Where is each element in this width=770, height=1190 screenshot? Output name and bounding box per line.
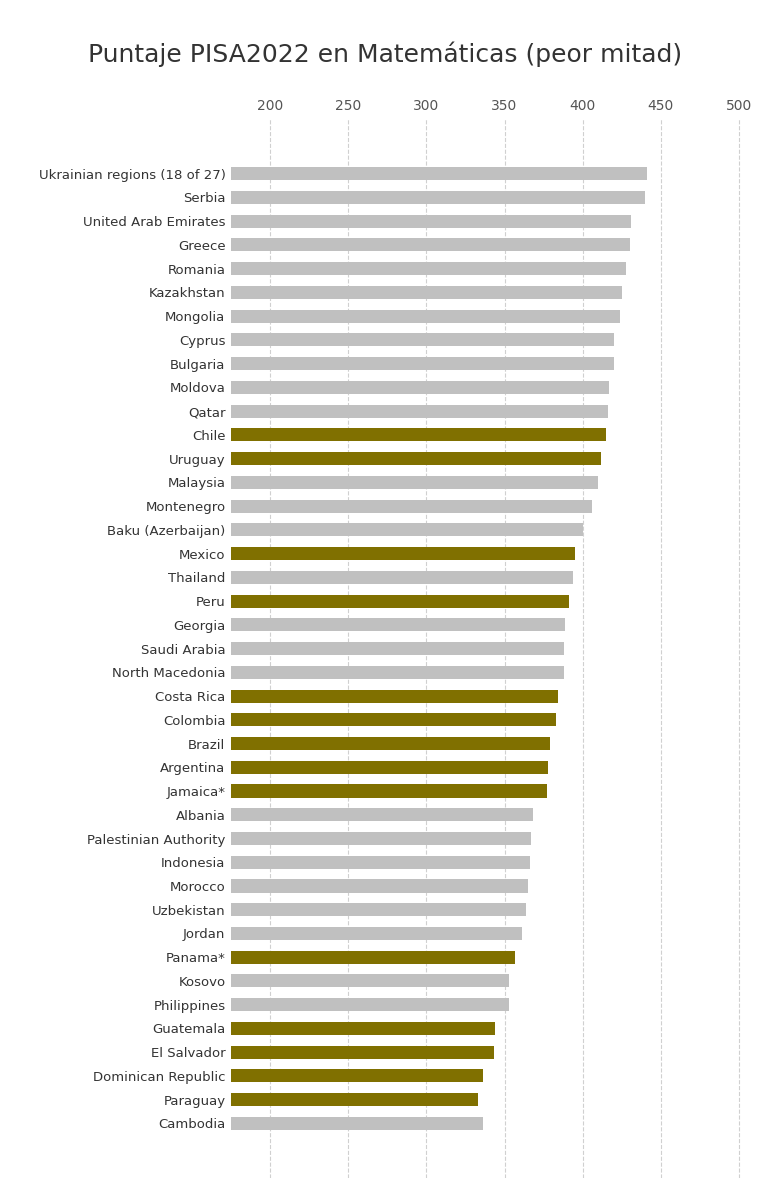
Bar [0,784,547,797]
Bar [0,760,548,774]
Bar [0,856,530,869]
Text: Puntaje PISA2022 en Matemáticas (peor mitad): Puntaje PISA2022 en Matemáticas (peor mi… [88,42,682,67]
Bar [0,1094,478,1107]
Bar [0,238,630,251]
Bar [0,309,620,322]
Bar [0,998,509,1012]
Bar [0,643,564,654]
Bar [0,665,564,678]
Bar [0,1022,495,1035]
Bar [0,286,621,299]
Bar [0,500,592,513]
Bar [0,903,527,916]
Bar [0,571,574,584]
Bar [0,190,645,203]
Bar [0,214,631,227]
Bar [0,927,522,940]
Bar [0,619,565,632]
Bar [0,689,557,702]
Bar [0,975,509,988]
Bar [0,1046,494,1059]
Bar [0,357,614,370]
Bar [0,476,598,489]
Bar [0,381,609,394]
Bar [0,452,601,465]
Bar [0,951,515,964]
Bar [0,1117,483,1130]
Bar [0,262,627,275]
Bar [0,1070,483,1083]
Bar [0,405,608,418]
Bar [0,167,647,180]
Bar [0,333,614,346]
Bar [0,713,556,726]
Bar [0,428,606,441]
Bar [0,524,583,537]
Bar [0,547,575,560]
Bar [0,737,550,750]
Bar [0,595,568,608]
Bar [0,832,531,845]
Bar [0,879,528,892]
Bar [0,808,533,821]
